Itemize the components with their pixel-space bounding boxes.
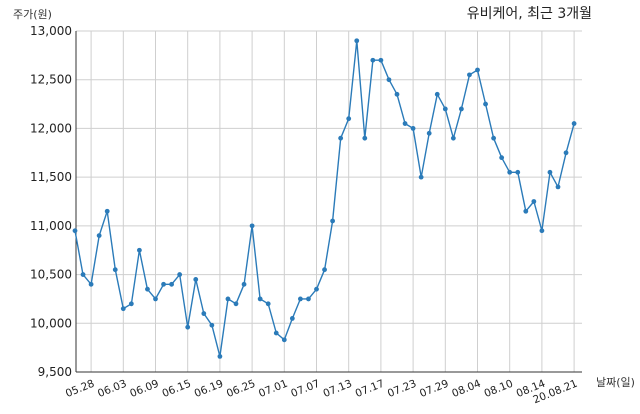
x-tick-label: 06.25 — [225, 378, 257, 400]
series-layer — [72, 38, 577, 359]
data-point — [306, 296, 311, 302]
data-point — [426, 130, 432, 136]
data-point — [386, 77, 392, 83]
data-point — [233, 301, 239, 307]
data-point — [555, 184, 561, 190]
data-point — [161, 281, 166, 287]
x-tick-labels: 05.28 06.03 06.09 06.15 06.19 06.25 07.01 07.07… — [64, 378, 579, 407]
data-point — [314, 286, 319, 292]
data-point — [450, 135, 456, 141]
data-point — [330, 218, 335, 224]
x-axis-label: 날짜(일) — [596, 375, 635, 389]
data-point — [483, 101, 488, 107]
data-point — [217, 354, 223, 359]
data-point — [80, 272, 86, 277]
x-tick-label: 07.13 — [321, 378, 353, 400]
x-tick-label: 07.23 — [386, 378, 418, 400]
y-axis-label: 주가(원) — [13, 8, 52, 21]
data-point — [209, 322, 215, 328]
data-point — [523, 208, 529, 214]
data-point — [289, 316, 295, 321]
data-point — [434, 91, 440, 97]
data-point — [185, 324, 191, 330]
data-point — [418, 174, 424, 180]
data-point — [507, 169, 513, 175]
data-point — [378, 57, 384, 63]
x-tick-label: 06.19 — [193, 378, 225, 400]
data-point — [322, 267, 327, 273]
data-point — [137, 247, 142, 253]
data-point — [547, 169, 553, 175]
data-point — [72, 228, 78, 234]
series-line — [74, 40, 575, 358]
data-point — [281, 337, 287, 343]
data-point — [410, 126, 416, 131]
data-point — [112, 267, 118, 273]
y-tick-label: 10,500 — [30, 268, 72, 282]
y-tick-label: 11,000 — [30, 219, 72, 233]
data-point — [273, 330, 279, 336]
data-point — [402, 121, 408, 126]
data-point — [104, 208, 110, 214]
y-tick-label: 10,000 — [30, 316, 72, 330]
data-point — [153, 296, 158, 302]
y-tick-label: 11,500 — [30, 170, 72, 184]
chart-title: 유비케어, 최근 3개월 — [467, 6, 592, 22]
data-point — [128, 301, 134, 307]
x-tick-label: 08.10 — [482, 378, 514, 400]
x-tick-label: 07.17 — [354, 378, 386, 400]
x-tick-label: 07.29 — [418, 378, 450, 400]
data-point — [475, 67, 480, 73]
x-tick-label: 07.01 — [257, 378, 289, 400]
data-point — [442, 106, 448, 112]
data-point — [354, 38, 360, 44]
data-point — [362, 135, 368, 141]
data-point — [394, 91, 400, 97]
data-point — [539, 228, 545, 234]
data-point — [563, 150, 569, 156]
data-point — [531, 199, 537, 204]
data-point — [193, 277, 199, 282]
y-tick-label: 13,000 — [30, 24, 72, 38]
x-tick-label: 05.28 — [64, 378, 96, 400]
data-point — [515, 169, 521, 175]
data-point — [459, 106, 464, 112]
x-tick-label: 06.09 — [128, 378, 160, 400]
data-point — [491, 135, 496, 141]
data-point — [467, 72, 472, 78]
data-point — [120, 306, 126, 312]
data-point — [96, 233, 102, 239]
y-tick-labels: 9,500 10,000 10,500 11,000 11,500 12,000 12,50… — [30, 24, 72, 379]
data-point — [241, 281, 247, 287]
data-point — [370, 57, 376, 63]
data-point — [265, 301, 271, 307]
y-tick-label: 12,000 — [30, 121, 72, 135]
data-point — [177, 272, 183, 277]
data-point — [169, 281, 175, 287]
data-point — [201, 311, 207, 316]
data-point — [257, 296, 263, 302]
data-point — [338, 135, 344, 141]
x-tick-label: 06.15 — [160, 378, 192, 400]
data-point — [225, 296, 231, 302]
x-tick-label: 06.03 — [96, 378, 128, 400]
data-point — [499, 155, 505, 161]
data-point — [571, 121, 577, 126]
y-tick-label: 12,500 — [30, 73, 72, 87]
x-tick-label: 08.04 — [450, 378, 483, 401]
y-tick-label: 9,500 — [38, 365, 72, 379]
data-point — [298, 296, 303, 302]
data-point — [346, 116, 352, 122]
grid-layer — [76, 30, 582, 373]
data-point — [88, 281, 94, 287]
x-tick-label: 07.07 — [289, 378, 321, 400]
data-point — [145, 286, 150, 292]
data-point — [249, 223, 255, 229]
